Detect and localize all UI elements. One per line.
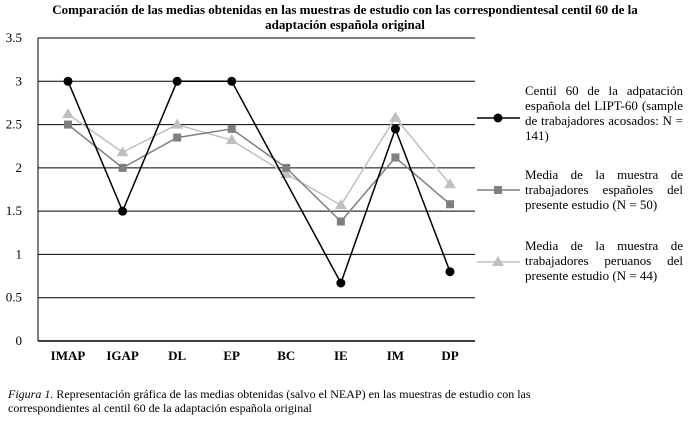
chart-title-line-1: Comparación de las medias obtenidas en l…	[52, 2, 638, 17]
series-2-point-ie	[336, 217, 345, 226]
series-3-line	[67, 113, 451, 207]
series-2-point-imap	[64, 120, 72, 129]
chart-title: Comparación de las medias obtenidas en l…	[0, 2, 690, 32]
series-2-line	[67, 124, 451, 223]
series-3-point-imap	[62, 108, 74, 119]
series-2-point-dp	[446, 200, 454, 209]
chart-title-line-2: adaptación española original	[265, 17, 425, 32]
series-3-point-ep	[225, 134, 238, 145]
axis-layer: 0 0.5 1 1.5 2 2.5 3 3.5 IMAP IGAP DL EP BC IE IM DP	[6, 30, 475, 363]
series-3-point-im	[389, 111, 402, 122]
legend-entry-series-3: Media de la muestra de trabajadores peru…	[525, 238, 683, 283]
x-tick-label-bc: BC	[277, 348, 295, 363]
x-tick-label-ep: EP	[223, 348, 240, 363]
series-layer	[62, 76, 456, 288]
series-1-point-im	[390, 124, 400, 134]
series-1-point-ep	[227, 76, 237, 86]
legend-layer	[477, 113, 520, 266]
y-tick-label-7: 3.5	[6, 30, 22, 45]
series-2-point-bc	[282, 163, 291, 172]
x-tick-label-dp: DP	[441, 348, 458, 363]
series-2-point-ep	[227, 124, 236, 133]
figure-caption: Figura 1. Representación gráfica de las …	[8, 387, 608, 415]
y-tick-label-0: 0	[16, 333, 23, 348]
x-tick-label-imap: IMAP	[51, 348, 86, 363]
series-3-point-dl	[171, 118, 184, 129]
legend-marker-series-3	[492, 256, 504, 266]
series-2-point-im	[391, 153, 400, 162]
series-2-point-dl	[173, 133, 182, 142]
series-1-point-igap	[118, 206, 128, 216]
y-tick-label-1: 0.5	[6, 290, 22, 305]
legend-marker-series-2	[494, 186, 502, 194]
y-tick-label-3: 1.5	[6, 203, 22, 218]
x-tick-label-dl: DL	[168, 348, 186, 363]
y-tick-label-4: 2	[16, 160, 23, 175]
grid-layer	[38, 37, 475, 299]
series-1-point-imap	[63, 76, 73, 86]
x-tick-label-im: IM	[387, 348, 404, 363]
legend-marker-series-1	[493, 113, 503, 123]
series-1-point-ie	[336, 278, 346, 288]
series-3-point-dp	[444, 178, 456, 189]
series-1-point-dp	[445, 267, 455, 277]
y-tick-label-5: 2.5	[6, 117, 22, 132]
x-tick-label-ie: IE	[334, 348, 348, 363]
series-1-point-dl	[172, 76, 182, 86]
series-1-line	[67, 80, 451, 285]
caption-text: Representación gráfica de las medias obt…	[8, 387, 531, 415]
y-tick-label-2: 1	[16, 246, 23, 261]
series-2-point-igap	[118, 163, 127, 172]
series-3-point-igap	[116, 146, 129, 157]
caption-label: Figura 1.	[8, 387, 54, 401]
legend-entry-series-2: Media de la muestra de trabajadores espa…	[525, 167, 683, 212]
legend-entry-series-1: Centil 60 de la adpatación española del …	[525, 83, 683, 143]
y-tick-label-6: 3	[16, 73, 23, 88]
x-tick-label-igap: IGAP	[106, 348, 139, 363]
series-3-point-ie	[334, 199, 347, 210]
